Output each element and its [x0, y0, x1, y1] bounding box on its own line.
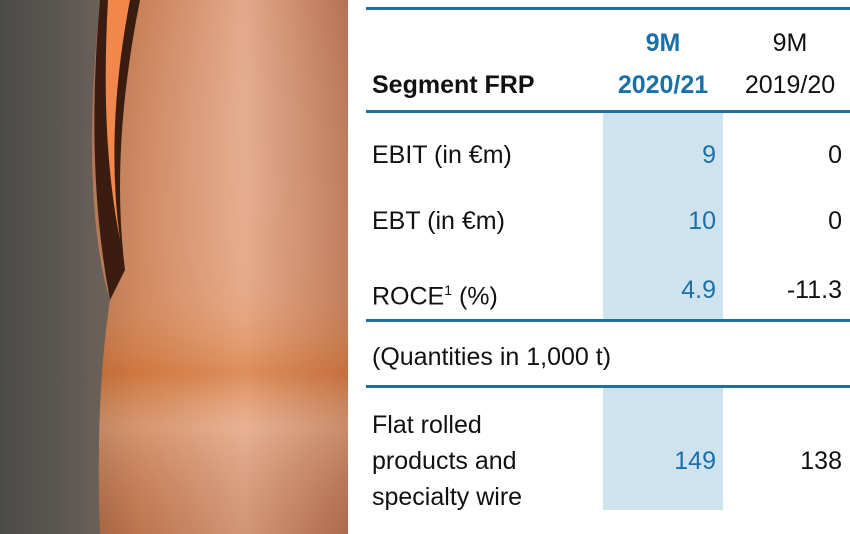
row-label: Flat rolled	[372, 410, 482, 440]
cell: 0	[730, 140, 842, 170]
row-label: specialty wire	[372, 482, 522, 512]
cell: 149	[603, 446, 716, 476]
label-text: (%)	[452, 282, 498, 310]
page: 9M 2020/21 9M 2019/20 Segment FRP EBIT (…	[0, 0, 850, 534]
label-text: ROCE	[372, 282, 444, 310]
header-current: 9M	[603, 28, 723, 58]
header-previous: 2019/20	[730, 70, 850, 100]
header-current: 2020/21	[600, 70, 726, 100]
rule	[366, 385, 850, 388]
footnote-mark: 1	[444, 282, 452, 298]
rule	[366, 319, 850, 322]
row-label: EBT (in €m)	[372, 206, 505, 236]
cell: -11.3	[730, 275, 842, 305]
cell: 0	[730, 206, 842, 236]
rule	[366, 7, 850, 10]
row-label: products and	[372, 446, 517, 476]
cell: 4.9	[603, 275, 716, 305]
note: (Quantities in 1,000 t)	[372, 342, 611, 372]
row-label: ROCE1 (%)	[372, 275, 498, 311]
cell: 9	[603, 140, 716, 170]
copper-photo	[0, 0, 348, 534]
rule	[366, 110, 850, 113]
cell: 138	[730, 446, 842, 476]
row-label: EBIT (in €m)	[372, 140, 512, 170]
header-previous: 9M	[730, 28, 850, 58]
header-label: Segment FRP	[372, 70, 535, 100]
cell: 10	[603, 206, 716, 236]
